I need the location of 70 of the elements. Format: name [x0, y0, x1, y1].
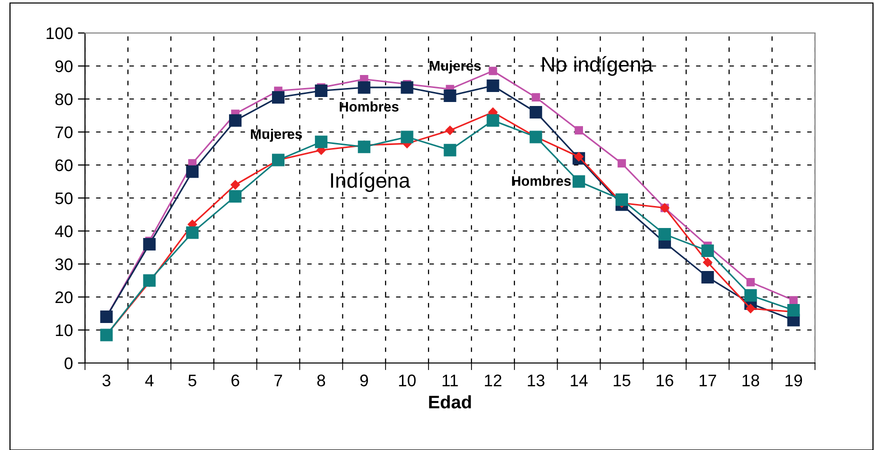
y-tick-label: 30 — [55, 258, 73, 270]
point — [532, 93, 540, 102]
x-tick-label: 10 — [399, 374, 416, 386]
point — [488, 66, 498, 76]
y-tick-label: 100 — [46, 27, 73, 40]
y-tick-label: 0 — [64, 357, 73, 370]
point — [574, 126, 583, 135]
y-tick-label: 40 — [55, 225, 73, 238]
point — [272, 91, 284, 104]
point — [486, 114, 500, 127]
point — [746, 278, 755, 286]
annotation: Indígena — [331, 172, 410, 192]
x-tick-label: 19 — [786, 374, 802, 386]
x-tick-label: 6 — [232, 374, 240, 386]
point — [400, 81, 414, 94]
point — [444, 89, 456, 102]
point — [143, 238, 156, 250]
x-tick-label: 11 — [442, 374, 458, 386]
y-tick-label: 20 — [55, 291, 73, 304]
x-tick-label: 18 — [742, 374, 760, 386]
annotation: Hombres — [340, 101, 398, 112]
point — [186, 226, 199, 239]
point — [658, 228, 671, 241]
x-tick-label: 15 — [614, 374, 630, 386]
point — [314, 136, 328, 148]
point — [787, 304, 800, 316]
point — [746, 304, 756, 314]
x-tick-label: 8 — [317, 374, 326, 386]
x-tick-label: 17 — [700, 374, 716, 386]
point — [616, 193, 628, 206]
y-tick-label: 90 — [55, 60, 73, 72]
y-tick-label: 10 — [56, 324, 73, 336]
annotation: Hombres — [512, 176, 571, 186]
x-tick-label: 4 — [145, 374, 154, 386]
point — [445, 126, 455, 135]
point — [701, 244, 714, 258]
point — [358, 140, 370, 154]
point — [789, 296, 798, 304]
point — [400, 130, 414, 144]
point — [229, 190, 242, 203]
x-tick-label: 9 — [360, 374, 368, 386]
annotation: Mujeres — [430, 60, 481, 74]
x-tick-label: 12 — [484, 374, 502, 386]
x-tick-label: 3 — [102, 374, 110, 386]
x-tick-label: 13 — [528, 374, 544, 386]
y-tick-label: 80 — [55, 93, 73, 106]
point — [744, 289, 757, 302]
y-tick-label: 60 — [56, 159, 73, 172]
point — [618, 159, 626, 168]
point — [701, 270, 714, 284]
point — [230, 180, 240, 190]
x-tick-label: 14 — [570, 374, 588, 386]
point — [444, 144, 456, 156]
x-tick-label: 16 — [656, 374, 674, 386]
point — [530, 106, 542, 118]
x-axis-title: Edad — [429, 395, 471, 408]
x-tick-label: 5 — [188, 374, 196, 386]
y-tick-label: 70 — [56, 126, 73, 138]
point — [186, 165, 199, 178]
y-tick-label: 50 — [55, 192, 73, 204]
point — [572, 175, 586, 188]
annotation: No indígena — [542, 56, 653, 76]
x-tick-label: 7 — [274, 374, 282, 386]
point — [486, 80, 500, 92]
point — [229, 114, 242, 127]
point — [100, 310, 113, 324]
point — [358, 81, 370, 94]
point — [143, 274, 156, 287]
point — [314, 84, 328, 97]
point — [703, 258, 712, 267]
